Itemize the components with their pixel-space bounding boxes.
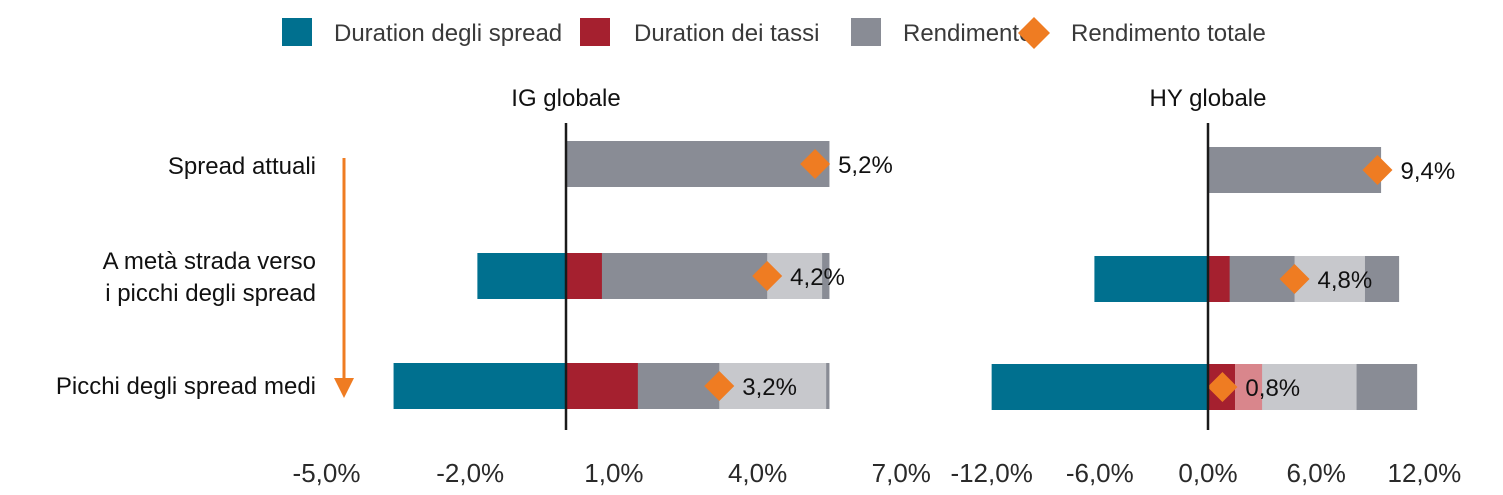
x-tick-label: 4,0%	[728, 458, 787, 488]
legend-item-duration-degli-spread: Duration degli spread	[282, 18, 562, 47]
bar-spread-duration	[393, 363, 566, 409]
bar-row: 4,2%	[477, 253, 845, 299]
x-tick-label: 6,0%	[1287, 458, 1346, 488]
bar-row: 5,2%	[566, 141, 893, 187]
bar-yield	[566, 141, 830, 187]
legend-diamond-icon	[1018, 17, 1050, 49]
x-tick-label: -2,0%	[436, 458, 504, 488]
legend-label: Rendimento	[903, 20, 1032, 47]
total-return-diamond	[1207, 372, 1238, 402]
category-label: A metà strada verso i picchi degli spread	[103, 248, 316, 307]
x-tick-label: -12,0%	[950, 458, 1032, 488]
bar-yield	[1208, 147, 1382, 193]
bar-spread-duration	[477, 253, 566, 299]
total-return-label: 4,2%	[790, 264, 845, 291]
arrow-down-icon	[334, 378, 354, 398]
bar-row: 9,4%	[1208, 147, 1455, 193]
total-return-diamond	[1279, 264, 1310, 294]
bar-rates-duration	[566, 253, 602, 299]
category-axis: Spread attuali A metà strada verso i picch…	[56, 153, 354, 400]
panel-title: IG globale	[511, 85, 620, 112]
total-return-label: 4,8%	[1318, 267, 1373, 294]
panel-hy-globale: HY globale 9,4% 4,8% 0,8% -12,0% -6,0% 0,0% 6,…	[950, 85, 1461, 488]
x-tick-label: -5,0%	[293, 458, 361, 488]
bar-rates-duration	[1208, 256, 1230, 302]
x-tick-label: 1,0%	[584, 458, 643, 488]
bar-row: 4,8%	[1094, 256, 1400, 302]
legend: Duration degli spread Duration dei tassi R…	[282, 17, 1266, 49]
bar-spread-duration	[1094, 256, 1208, 302]
x-tick-label: 12,0%	[1387, 458, 1461, 488]
panel-title: HY globale	[1150, 85, 1267, 112]
panel-ig-globale: IG globale 5,2% 4,2% 3,2% -5,0% -2,0% 1,0% 4,0…	[293, 85, 931, 488]
total-return-diamond	[1362, 155, 1393, 185]
legend-item-duration-dei-tassi: Duration dei tassi	[580, 18, 819, 47]
total-return-diamond	[752, 261, 783, 291]
legend-swatch	[851, 18, 881, 46]
total-return-label: 3,2%	[742, 374, 797, 401]
total-return-diamond	[800, 149, 831, 179]
legend-label: Duration dei tassi	[634, 20, 819, 47]
bar-row: 3,2%	[393, 363, 830, 409]
total-return-label: 9,4%	[1400, 158, 1455, 185]
bar-spread-duration	[991, 364, 1208, 410]
bar-yield-offset	[719, 363, 827, 409]
legend-item-rendimento-totale: Rendimento totale	[1018, 17, 1266, 49]
x-tick-label: -6,0%	[1066, 458, 1134, 488]
category-label: Spread attuali	[168, 153, 316, 180]
category-label: Picchi degli spread medi	[56, 373, 316, 400]
legend-swatch	[580, 18, 610, 46]
total-return-label: 0,8%	[1245, 375, 1300, 402]
bar-rates-duration	[566, 363, 638, 409]
legend-label: Duration degli spread	[334, 20, 562, 47]
legend-label: Rendimento totale	[1071, 20, 1266, 47]
bar-row: 0,8%	[991, 364, 1418, 410]
total-return-diamond	[704, 371, 735, 401]
legend-swatch	[282, 18, 312, 46]
x-tick-label: 7,0%	[872, 458, 931, 488]
legend-item-rendimento: Rendimento	[851, 18, 1032, 47]
bar-rates-offset	[1235, 364, 1263, 410]
x-tick-label: 0,0%	[1178, 458, 1237, 488]
total-return-label: 5,2%	[838, 152, 893, 179]
